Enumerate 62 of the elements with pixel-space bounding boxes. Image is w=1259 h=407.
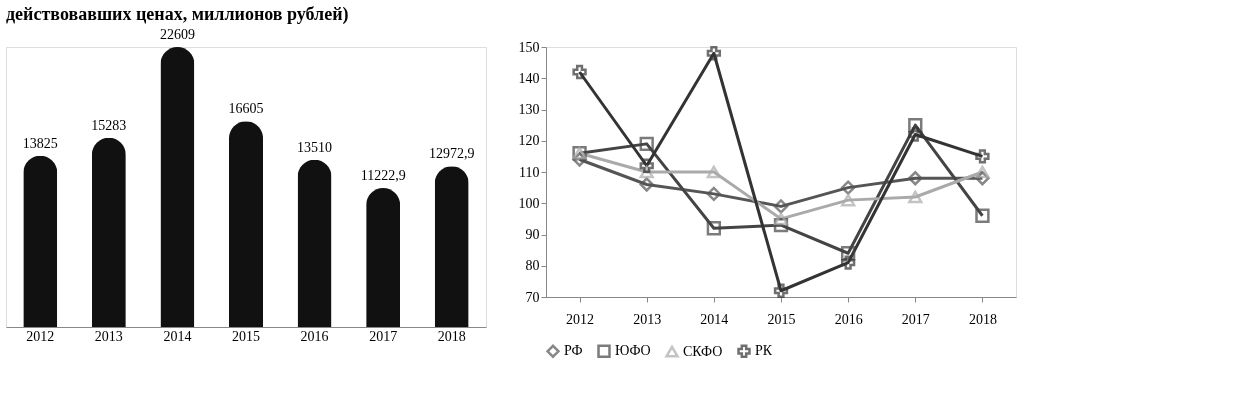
point [706,221,722,236]
point [975,149,990,164]
data-label: 16605 [228,101,264,117]
x-tick-label: 2016 [834,311,863,327]
y-tick-label: 120 [518,133,540,149]
bar [23,155,58,327]
legend-label: РФ [564,343,583,359]
x-tick-label: 2012 [566,311,595,327]
point [706,186,722,202]
x-tick-label: 2016 [300,328,329,344]
bar [434,166,469,327]
point [773,283,789,298]
point [840,255,856,270]
y-tick-label: 90 [525,227,540,242]
x-tick-label: 2013 [94,328,123,344]
bar [297,159,332,327]
point [706,46,722,61]
y-tick-label: 80 [525,258,540,274]
x-tick-label: 2017 [369,328,398,344]
y-tick-label: 130 [518,102,540,117]
chart-title: действовавших ценах, миллионов рублей) [6,4,349,25]
point [840,193,856,207]
point [975,208,990,223]
point [773,212,789,226]
point [908,171,923,186]
y-tick-label: 150 [518,39,540,55]
data-label: 22609 [159,27,195,42]
bar [229,121,263,327]
data-label: 13510 [297,139,333,155]
x-tick-label: 2018 [968,311,997,327]
point [908,190,923,204]
x-tick-label: 2013 [633,311,662,327]
data-label: 12972,9 [428,146,475,162]
x-tick-label: 2014 [700,311,729,327]
point [572,64,587,80]
x-tick-label: 2015 [232,328,260,344]
y-tick-label: 140 [518,70,540,86]
legend-label: СКФО [683,343,723,359]
x-tick-label: 2012 [26,328,55,344]
y-tick-label: 110 [519,164,540,180]
legend-label: РК [755,343,773,359]
x-tick-label: 2017 [901,311,930,327]
y-tick-label: 100 [518,195,540,211]
point [975,165,990,179]
data-label: 11222,9 [360,168,406,184]
y-tick-label: 70 [525,289,540,305]
point [639,158,654,173]
data-label: 15283 [91,117,127,133]
point [639,177,654,192]
point [773,199,789,214]
point [908,127,923,142]
bar [160,47,195,327]
point [706,165,722,179]
x-tick-label: 2014 [163,328,192,344]
legend-label: ЮФО [615,343,651,359]
data-label: 13825 [22,135,58,151]
bar [91,137,126,327]
point [840,180,856,195]
x-tick-label: 2015 [767,311,796,327]
point [639,136,654,152]
bar [366,188,401,327]
x-tick-label: 2018 [437,328,466,344]
